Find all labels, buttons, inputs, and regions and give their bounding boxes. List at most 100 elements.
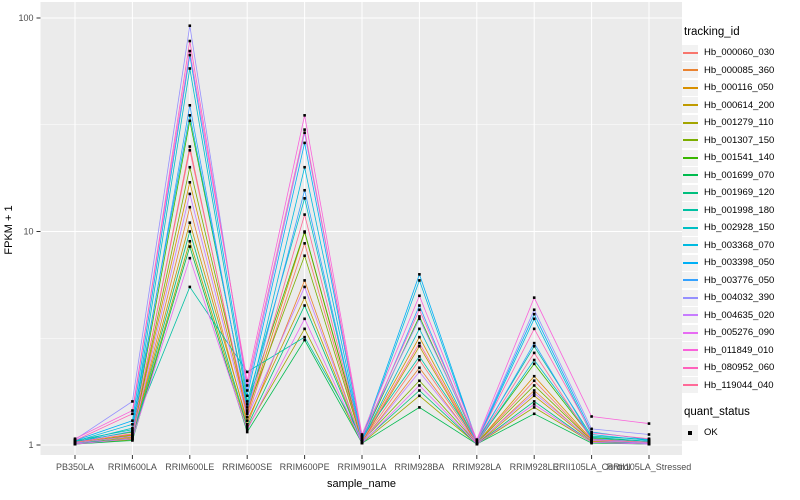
legend-key-line-icon: [682, 254, 698, 271]
data-point: [303, 213, 306, 216]
y-axis-title: FPKM + 1: [3, 205, 15, 255]
data-point: [73, 442, 77, 446]
legend-entries: Hb_000060_030 Hb_000085_360 Hb_000116_050 H…: [682, 44, 800, 394]
x-tick-label: RRIM600LE: [165, 462, 214, 472]
data-point: [532, 391, 536, 395]
data-point: [245, 426, 249, 430]
data-point: [188, 53, 192, 57]
data-point: [532, 312, 536, 316]
legend-item-label: Hb_005276_090: [704, 327, 775, 339]
data-point: [590, 435, 593, 439]
data-point: [647, 433, 651, 436]
data-point: [475, 440, 479, 443]
data-point: [188, 119, 192, 123]
legend-key-line-icon: [682, 342, 698, 359]
legend-item: Hb_001969_120: [682, 184, 800, 202]
data-point: [418, 304, 421, 307]
data-point: [303, 317, 306, 321]
legend-key-line-icon: [682, 44, 698, 61]
data-point: [245, 428, 249, 431]
data-point: [245, 419, 249, 422]
legend-item: Hb_080952_060: [682, 359, 800, 377]
legend-title-quant-status: quant_status: [684, 406, 750, 418]
data-point: [303, 197, 306, 200]
x-tick-label: RRIM600SE: [222, 462, 272, 472]
data-point: [590, 415, 593, 418]
data-point: [131, 439, 134, 442]
legend-item: Hb_000085_360: [682, 62, 800, 80]
data-point: [188, 67, 192, 70]
legend-item: Hb_004635_020: [682, 307, 800, 325]
data-point: [532, 351, 536, 355]
data-point: [647, 440, 651, 444]
data-point: [73, 439, 77, 442]
data-point: [418, 394, 421, 398]
data-point: [245, 384, 249, 387]
data-point: [303, 285, 306, 289]
legend-item-label: Hb_001969_120: [704, 187, 775, 199]
y-tick-label: 100: [18, 13, 33, 23]
data-point: [188, 221, 192, 224]
legend-key-line-icon: [682, 307, 698, 324]
legend-item-label: Hb_011849_010: [704, 344, 774, 356]
legend-key-line-icon: [682, 272, 698, 289]
data-point: [245, 379, 249, 383]
legend-item-label: Hb_004635_020: [704, 309, 775, 321]
data-point: [418, 406, 421, 409]
data-point: [532, 400, 536, 403]
legend-key-line-icon: [682, 132, 698, 149]
legend-item: Hb_011849_010: [682, 342, 800, 360]
data-point: [73, 437, 77, 441]
data-point: [245, 400, 249, 403]
data-point: [590, 438, 593, 441]
data-point: [188, 239, 192, 243]
legend-item: Hb_000116_050: [682, 79, 800, 97]
data-point: [590, 431, 593, 435]
legend-item: Hb_004032_390: [682, 289, 800, 307]
data-point: [647, 422, 651, 425]
data-point: [418, 379, 421, 383]
data-point: [303, 296, 306, 299]
x-tick-label: RRIM928LA: [452, 462, 501, 472]
legend-item-label: Hb_004032_390: [704, 292, 775, 304]
data-point: [131, 429, 134, 433]
data-point: [303, 335, 306, 339]
legend-item: Hb_001699_070: [682, 167, 800, 185]
legend-item: Hb_002928_150: [682, 219, 800, 237]
data-point: [647, 442, 651, 446]
data-point: [245, 430, 249, 434]
data-point: [303, 279, 306, 282]
data-point: [303, 254, 306, 258]
data-point: [131, 400, 134, 403]
data-point: [360, 440, 364, 443]
data-point: [188, 165, 192, 169]
data-point: [245, 370, 249, 374]
legend-key-line-icon: [682, 167, 698, 184]
legend-item: Hb_003368_070: [682, 237, 800, 255]
legend-key-line-icon: [682, 377, 698, 394]
data-point: [131, 423, 134, 426]
legend-item: Hb_000614_200: [682, 97, 800, 115]
data-point: [418, 384, 421, 387]
legend-item: Hb_003776_050: [682, 272, 800, 290]
data-point: [131, 437, 134, 441]
legend-key-point-icon: [682, 424, 698, 441]
legend-item: Hb_003398_050: [682, 254, 800, 272]
legend-item: Hb_000060_030: [682, 44, 800, 62]
quant-entries: OK: [682, 424, 800, 442]
legend-item: Hb_001307_150: [682, 132, 800, 150]
data-point: [418, 308, 421, 312]
x-tick-label: RRIM901LA: [337, 462, 386, 472]
legend-item: Hb_119044_040: [682, 377, 800, 395]
data-point: [303, 338, 306, 342]
data-point: [188, 49, 192, 53]
data-point: [532, 403, 536, 406]
data-point: [245, 415, 249, 419]
legend-item-label: Hb_001998_180: [704, 204, 775, 216]
data-point: [303, 141, 306, 145]
data-point: [418, 315, 421, 318]
quant-status-label: OK: [704, 427, 718, 439]
data-point: [188, 145, 192, 148]
x-axis-title: sample_name: [326, 478, 397, 490]
